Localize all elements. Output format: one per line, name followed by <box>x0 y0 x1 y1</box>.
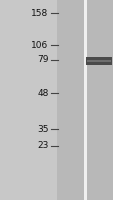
Text: 35: 35 <box>37 124 48 134</box>
Bar <box>87 60 110 62</box>
Bar <box>85 57 111 65</box>
Text: 48: 48 <box>37 88 48 98</box>
Bar <box>56 0 113 200</box>
Text: 79: 79 <box>37 55 48 64</box>
Text: 158: 158 <box>31 8 48 18</box>
Text: 23: 23 <box>37 142 48 150</box>
Bar <box>83 0 86 200</box>
Text: 106: 106 <box>31 40 48 49</box>
